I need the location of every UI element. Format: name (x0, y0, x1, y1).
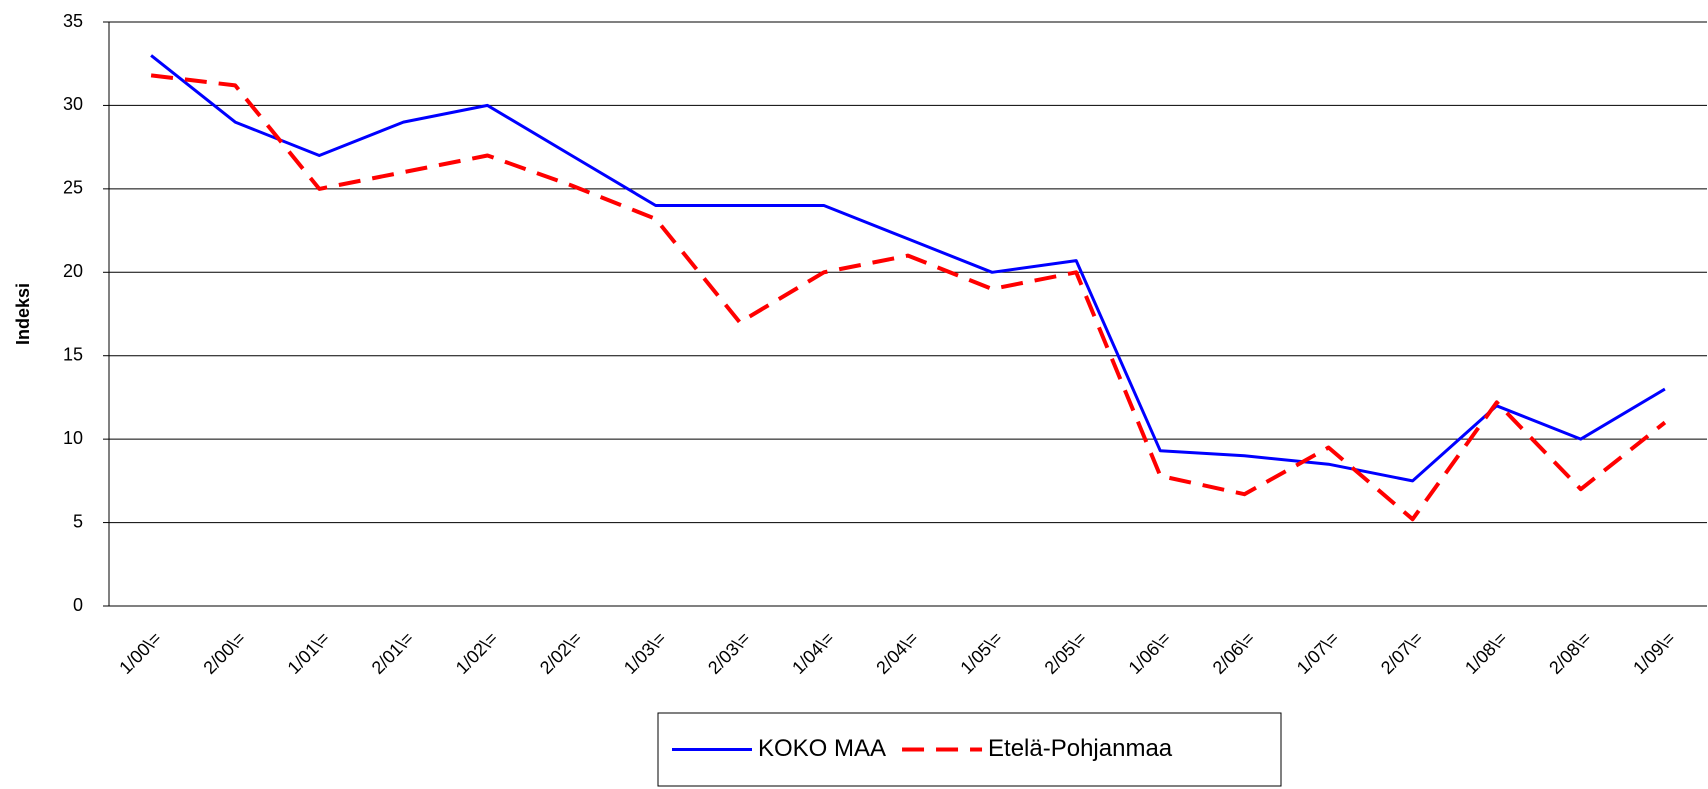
x-tick-label: 2/02\= (536, 628, 586, 678)
x-tick-label: 1/09\= (1629, 628, 1679, 678)
y-axis-label: Indeksi (13, 283, 33, 345)
y-tick-label: 20 (63, 261, 83, 281)
y-tick-label: 25 (63, 178, 83, 198)
x-tick-label: 1/02\= (452, 628, 502, 678)
x-tick-label: 2/00\= (199, 628, 249, 678)
series-line (150, 73, 1667, 522)
x-tick-label: 1/00\= (115, 628, 165, 678)
x-tick-label: 2/01\= (368, 628, 418, 678)
x-tick-label: 1/03\= (620, 628, 670, 678)
y-tick-label: 5 (73, 511, 83, 531)
y-tick-label: 35 (63, 11, 83, 31)
x-tick-label: 2/07\= (1377, 628, 1427, 678)
y-tick-label: 30 (63, 94, 83, 114)
y-tick-label: 10 (63, 428, 83, 448)
x-tick-label: 2/04\= (872, 628, 922, 678)
y-tick-label: 15 (63, 344, 83, 364)
x-tick-label: 1/05\= (956, 628, 1006, 678)
x-tick-label: 2/03\= (704, 628, 754, 678)
x-tick-label: 1/08\= (1461, 628, 1511, 678)
x-tick-label: 2/08\= (1545, 628, 1595, 678)
legend-label: Etelä-Pohjanmaa (988, 735, 1173, 762)
x-tick-label: 1/04\= (788, 628, 838, 678)
y-tick-label: 0 (73, 595, 83, 615)
x-tick-label: 2/05\= (1041, 628, 1091, 678)
legend-label: KOKO MAA (758, 735, 886, 762)
legend-box (657, 712, 1282, 787)
x-tick-label: 1/07\= (1293, 628, 1343, 678)
x-tick-label: 1/06\= (1125, 628, 1175, 678)
x-tick-label: 2/06\= (1209, 628, 1259, 678)
x-tick-label: 1/01\= (284, 628, 334, 678)
series-line (150, 54, 1666, 483)
